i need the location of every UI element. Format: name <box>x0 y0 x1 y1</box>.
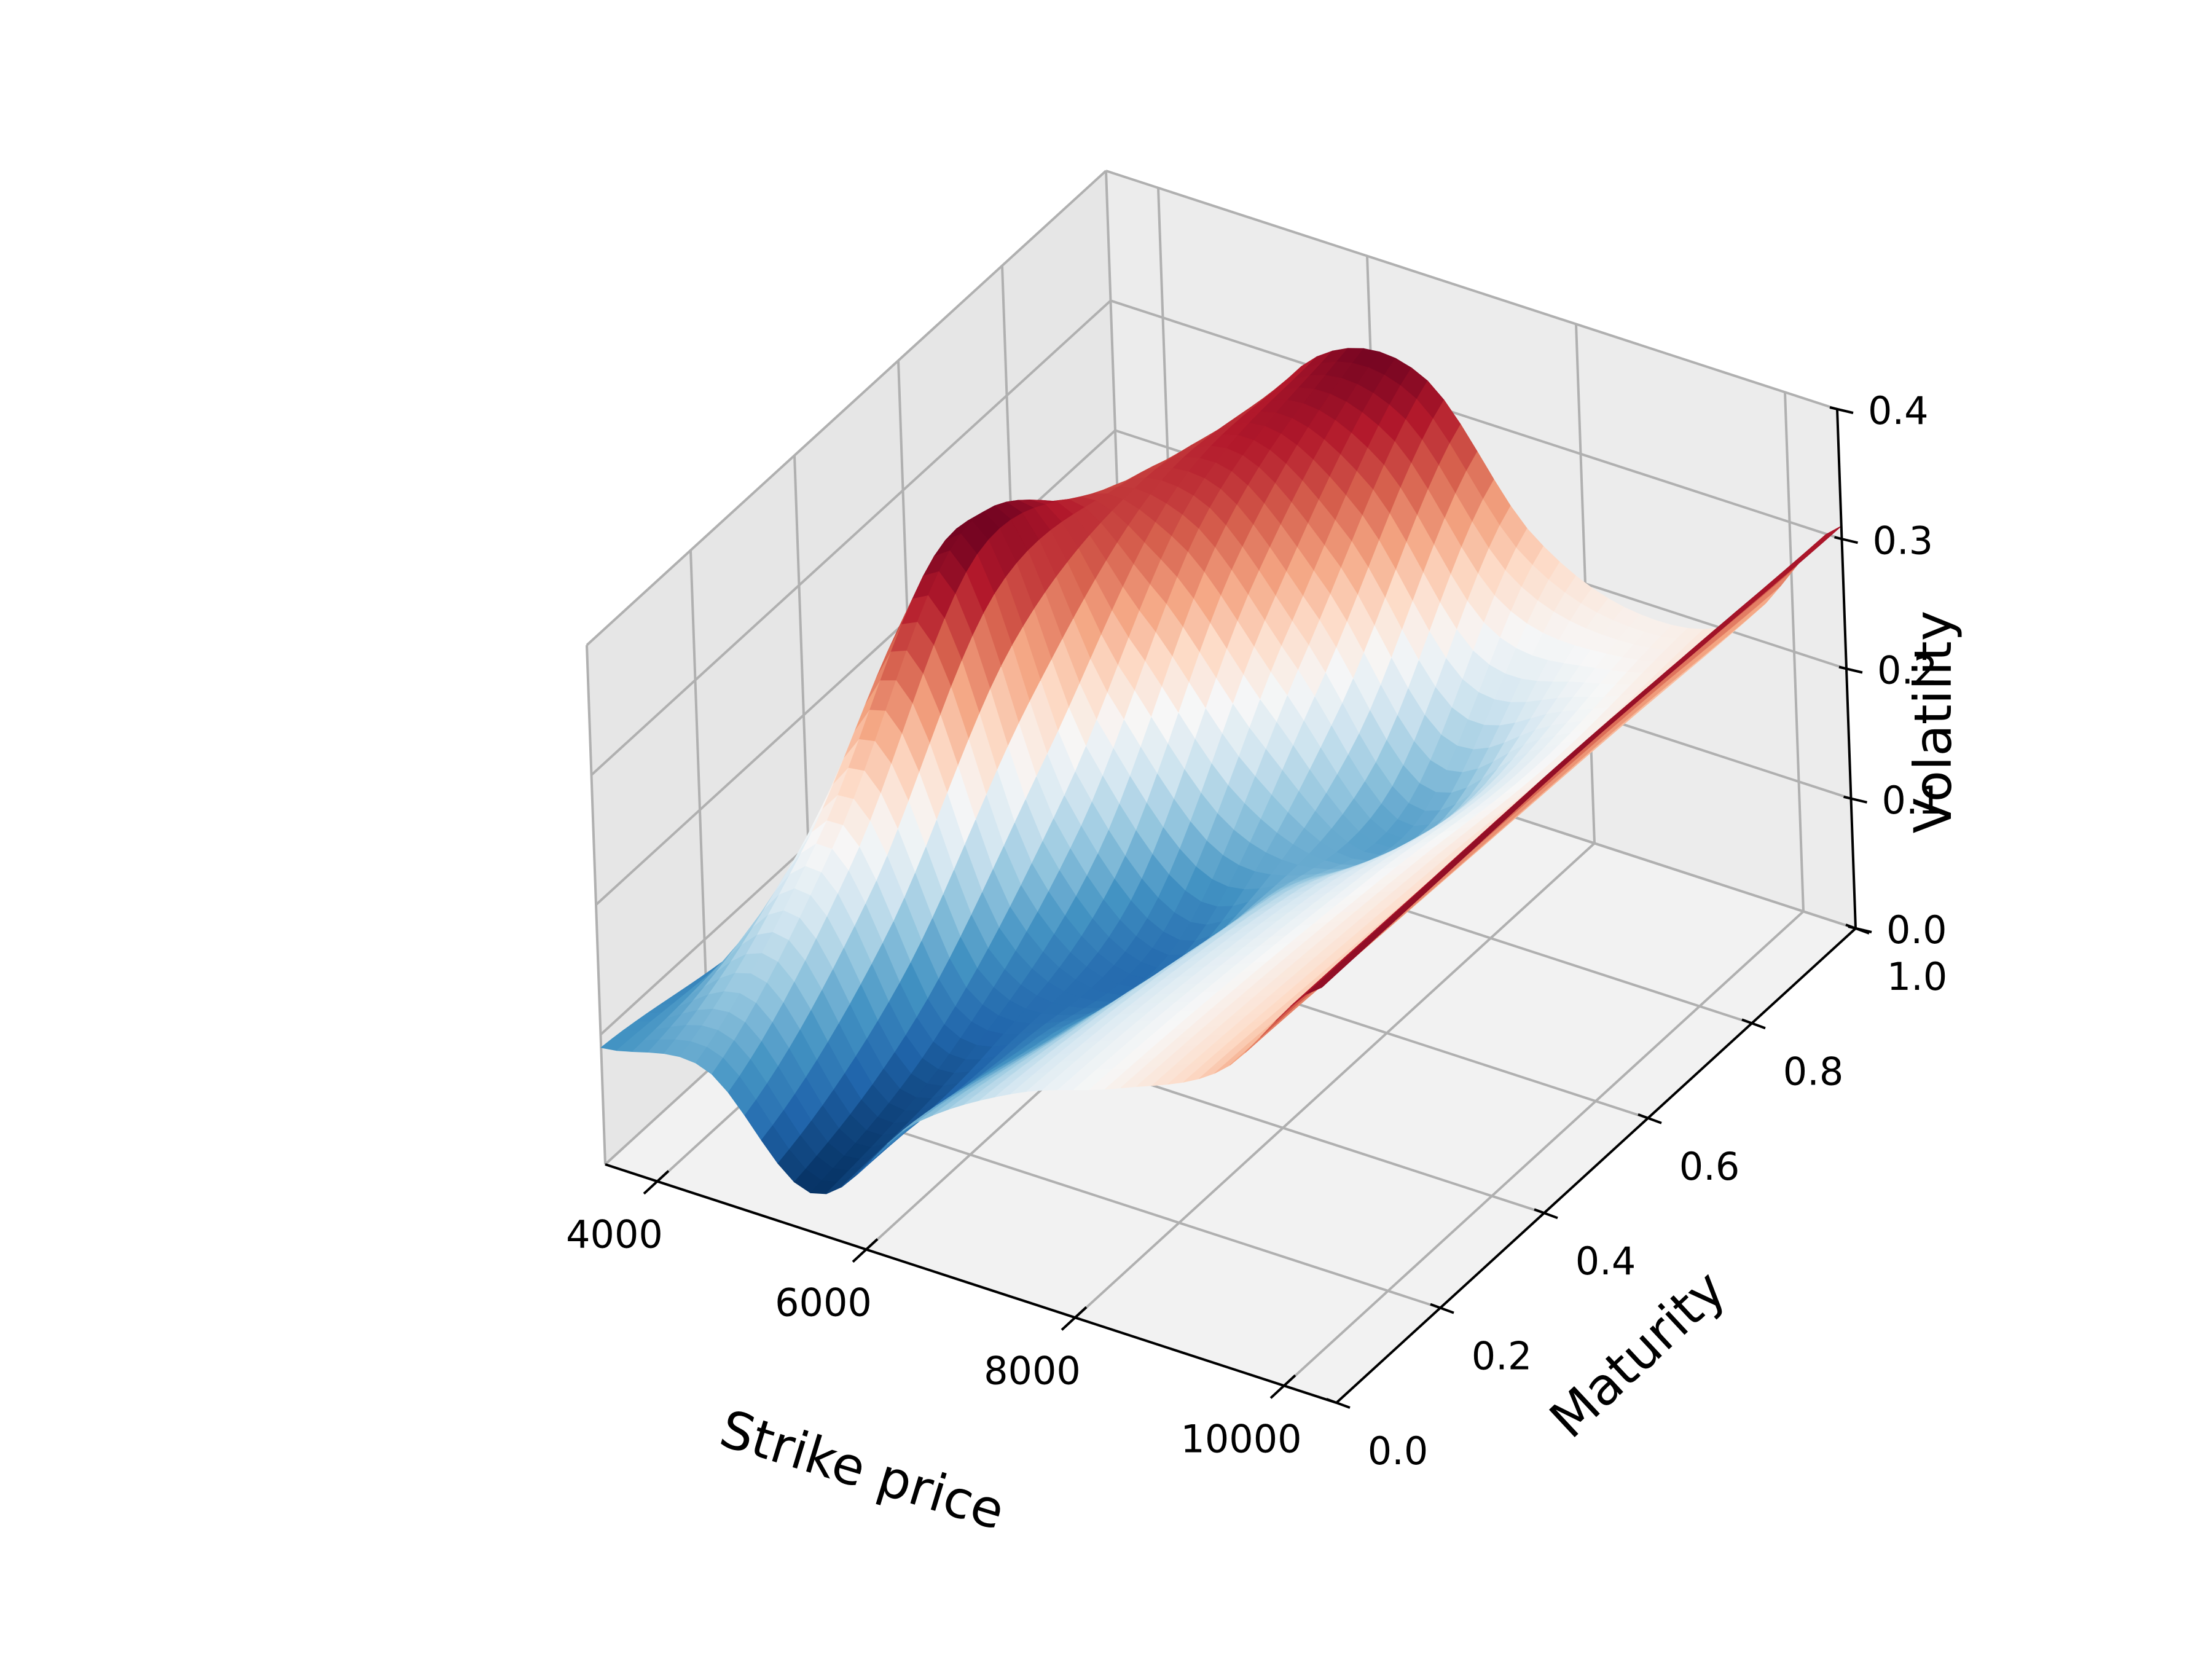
grid-line-z-side <box>586 170 1107 646</box>
x-tick-mark <box>852 1238 879 1263</box>
x-tick-label: 6000 <box>775 1281 872 1325</box>
surface-cell <box>1306 976 1333 995</box>
axis-lines <box>605 406 1872 1409</box>
y-tick-label: 0.4 <box>1575 1239 1636 1284</box>
z-tick-mark <box>1848 925 1872 933</box>
y-tick-mark <box>1326 1398 1351 1409</box>
y-axis-title: Maturity <box>1539 1258 1737 1449</box>
x-tick-mark <box>1061 1306 1088 1331</box>
y-tick-label: 1.0 <box>1887 954 1948 999</box>
z-tick-label: 0.2 <box>1877 648 1938 693</box>
y-tick-label: 0.0 <box>1368 1429 1429 1473</box>
y-tick-mark <box>1534 1208 1558 1220</box>
y-tick-mark <box>1637 1113 1662 1124</box>
z-axis-title: Volatility <box>1903 611 1963 834</box>
surface <box>600 348 1842 1194</box>
y-tick-label: 0.6 <box>1679 1144 1740 1189</box>
y-axis-line <box>1335 927 1857 1404</box>
x-tick-mark <box>1269 1374 1296 1399</box>
x-axis-line <box>605 1163 1337 1404</box>
z-tick-label: 0.3 <box>1873 518 1934 563</box>
y-tick-label: 0.2 <box>1472 1334 1532 1379</box>
z-tick-label: 0.4 <box>1868 388 1929 433</box>
grid-line-z-back <box>1105 170 1838 410</box>
grid-line-x-floor <box>1074 842 1596 1319</box>
z-tick-mark <box>1829 406 1854 414</box>
x-tick-mark <box>643 1170 670 1195</box>
grid-line-z-back <box>1110 299 1843 541</box>
grid-line-x-floor <box>1283 910 1805 1387</box>
z-tick-label: 0.1 <box>1882 778 1943 823</box>
y-tick-label: 0.8 <box>1783 1049 1844 1094</box>
x-tick-label: 4000 <box>566 1212 663 1257</box>
grid-line-z-side <box>590 299 1112 776</box>
z-tick-mark <box>1834 536 1858 544</box>
z-tick-mark <box>1843 795 1867 804</box>
x-tick-label: 8000 <box>984 1348 1081 1393</box>
y-tick-mark <box>1430 1303 1454 1314</box>
x-axis-title: Strike price <box>713 1398 1011 1542</box>
z-tick-label: 0.0 <box>1886 908 1947 952</box>
y-tick-mark <box>1741 1018 1766 1030</box>
x-tick-label: 10000 <box>1180 1416 1301 1461</box>
z-tick-mark <box>1838 665 1863 674</box>
